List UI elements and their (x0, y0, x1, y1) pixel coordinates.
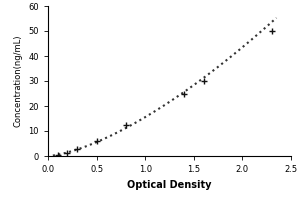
X-axis label: Optical Density: Optical Density (127, 180, 212, 190)
Y-axis label: Concentration(ng/mL): Concentration(ng/mL) (14, 35, 23, 127)
